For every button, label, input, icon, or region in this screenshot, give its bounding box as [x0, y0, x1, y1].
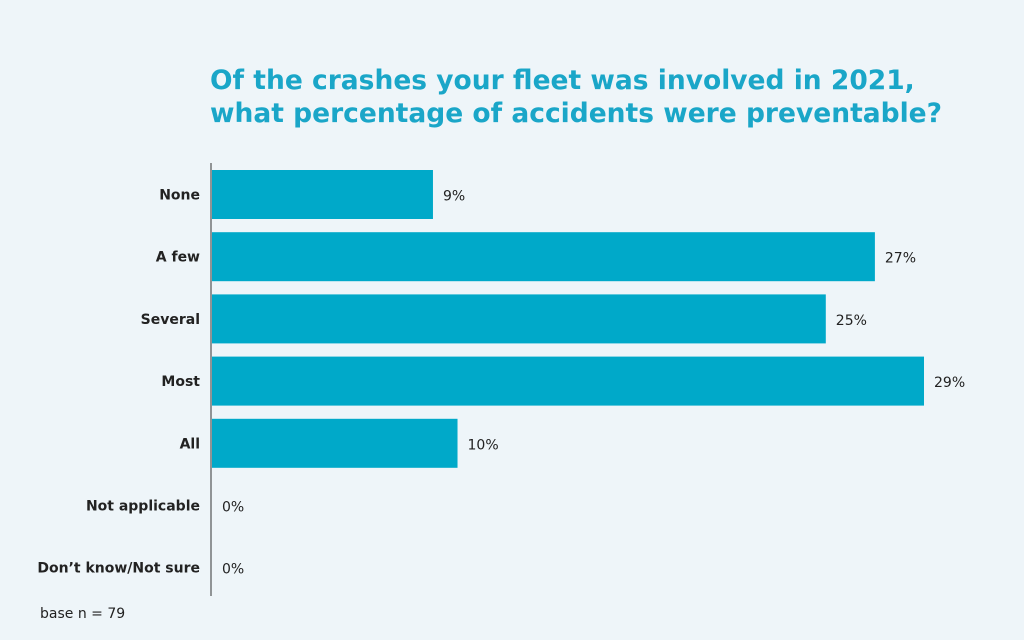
value-label: 0% [222, 500, 244, 516]
bar [212, 294, 826, 344]
value-label: 29% [934, 375, 965, 391]
value-label: 25% [836, 313, 867, 329]
bar [212, 418, 458, 468]
value-label: 9% [443, 189, 465, 205]
category-label: None [159, 188, 200, 204]
value-label: 10% [468, 437, 499, 453]
chart-title-line-1: Of the crashes your fleet was involved i… [210, 65, 915, 96]
category-label: Several [141, 312, 200, 328]
category-label: All [180, 436, 200, 452]
base-footnote: base n = 79 [40, 606, 126, 622]
value-label: 27% [885, 251, 916, 267]
chart-title-line-2: what percentage of accidents were preven… [210, 98, 943, 129]
value-label: 0% [222, 562, 244, 578]
category-label: A few [156, 250, 200, 266]
bars-group: None 9% A few 27% Several 25% Most 29% All 10% Not… [37, 170, 965, 578]
bar [212, 170, 433, 219]
bar [212, 356, 924, 406]
category-label: Not applicable [86, 499, 200, 515]
chart-title: Of the crashes your fleet was involved i… [210, 64, 990, 130]
bar [212, 232, 875, 282]
category-label: Don’t know/Not sure [37, 561, 200, 577]
category-label: Most [161, 374, 200, 390]
